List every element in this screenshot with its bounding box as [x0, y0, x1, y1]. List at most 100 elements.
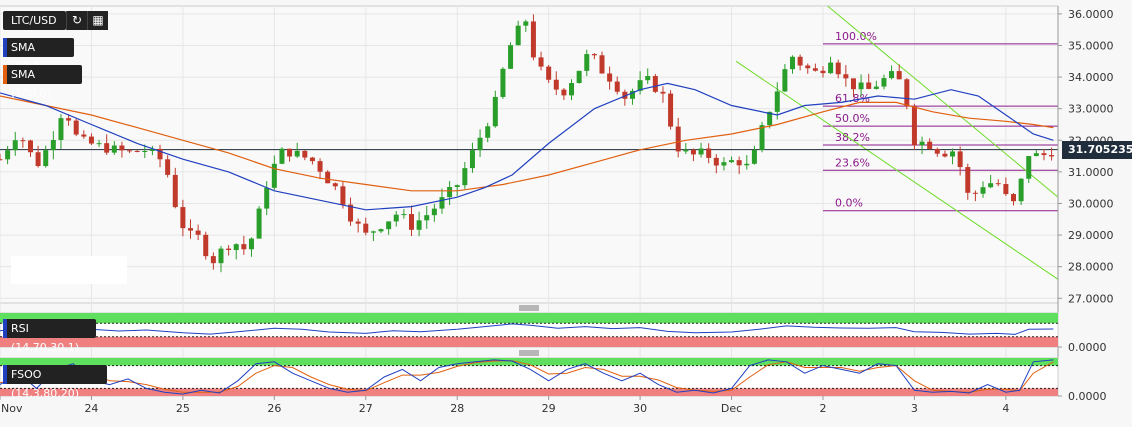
candle-up	[248, 238, 254, 250]
y-tick-label: 27.0000	[1068, 292, 1114, 305]
stoch-k-line	[0, 359, 1054, 395]
sma50-label[interactable]: SMA (50,0)	[3, 38, 74, 73]
y-tick-label: 34.0000	[1068, 71, 1114, 84]
x-tick-label: Dec	[721, 402, 742, 415]
candle-up	[1033, 153, 1039, 157]
candle-up	[858, 82, 864, 90]
x-tick-label: 29	[542, 402, 556, 415]
y-tick-label: 28.0000	[1068, 261, 1114, 274]
candle-down	[622, 91, 628, 99]
sma50-line	[0, 82, 1054, 211]
candle-up	[12, 140, 18, 151]
calculator-icon[interactable]: ▦	[87, 11, 108, 30]
candle-up	[5, 150, 11, 160]
candle-down	[911, 106, 917, 146]
fib-label: 100.0%	[835, 30, 877, 43]
x-tick-label: 2	[819, 402, 826, 415]
sma100-line	[0, 95, 1054, 192]
candle-up	[683, 149, 689, 152]
candle-down	[157, 148, 163, 160]
candle-up	[523, 21, 529, 26]
refresh-icon[interactable]: ↻	[66, 11, 87, 30]
candle-down	[904, 79, 910, 107]
candle-up	[454, 185, 460, 187]
candle-down	[302, 150, 308, 158]
candle-up	[370, 231, 376, 233]
candle-up	[759, 125, 765, 150]
candle-up	[508, 45, 514, 69]
x-tick-label: 24	[84, 402, 98, 415]
grip-icon[interactable]	[519, 350, 539, 356]
candle-down	[561, 89, 567, 96]
candle-down	[553, 79, 559, 90]
candle-up	[751, 149, 757, 164]
candle-up	[873, 86, 879, 89]
candle-up	[279, 148, 285, 164]
candle-down	[652, 76, 658, 92]
candle-down	[706, 148, 712, 158]
candle-down	[690, 149, 696, 155]
candle-down	[210, 256, 216, 264]
candle-down	[226, 248, 232, 250]
candle-down	[134, 150, 140, 152]
candle-down	[287, 148, 293, 157]
candle-down	[546, 66, 552, 80]
x-tick-label: 4	[1002, 402, 1009, 415]
candle-up	[1026, 156, 1032, 179]
candle-up	[881, 78, 887, 87]
candle-down	[66, 118, 72, 121]
y-tick-label: 31.0000	[1068, 166, 1114, 179]
candle-up	[294, 150, 300, 157]
candle-down	[0, 159, 3, 161]
candle-down	[599, 55, 605, 74]
candle-down	[104, 143, 110, 153]
sma100-label[interactable]: SMA (100,0)	[3, 65, 82, 100]
x-tick-label: 30	[633, 402, 647, 415]
x-tick-label: 26	[267, 402, 281, 415]
candle-up	[256, 208, 262, 239]
candle-down	[88, 136, 94, 144]
candle-down	[332, 183, 338, 187]
x-tick-label: 3	[911, 402, 918, 415]
candle-down	[530, 21, 536, 58]
candle-down	[942, 153, 948, 157]
candle-down	[172, 174, 178, 208]
candle-down	[927, 141, 933, 150]
candle-down	[180, 207, 186, 229]
x-tick-label: 25	[176, 402, 190, 415]
grip-icon[interactable]	[519, 305, 539, 311]
candle-down	[850, 78, 856, 90]
candle-down	[317, 161, 323, 172]
candle-down	[797, 56, 803, 66]
candle-up	[477, 137, 483, 151]
candle-down	[1041, 153, 1047, 156]
candle-up	[386, 221, 392, 230]
rsi-swatch	[3, 319, 7, 338]
candle-down	[73, 120, 79, 135]
symbol-label[interactable]: LTC/USD	[3, 11, 66, 30]
fsoo-label[interactable]: FSOO (14,3,80,20)	[3, 365, 107, 400]
candle-up	[698, 148, 704, 155]
channel-line	[827, 5, 1059, 198]
x-tick-label: 27	[359, 402, 373, 415]
fib-label: 0.0%	[835, 197, 863, 210]
fib-label: 50.0%	[835, 112, 870, 125]
candle-down	[812, 68, 818, 71]
candle-up	[637, 80, 643, 91]
candle-up	[469, 150, 475, 169]
candle-down	[835, 62, 841, 75]
candle-down	[843, 74, 849, 79]
rsi-label[interactable]: RSI (14,70,30,1)	[3, 319, 96, 354]
candle-down	[866, 82, 872, 89]
candle-down	[203, 234, 209, 257]
candle-down	[340, 186, 346, 205]
candle-up	[767, 111, 773, 126]
candle-down	[591, 54, 597, 56]
y-tick-label: 30.0000	[1068, 197, 1114, 210]
candle-up	[447, 186, 453, 198]
x-tick-label: Nov	[1, 402, 23, 415]
fsoo-swatch	[3, 365, 7, 384]
candle-up	[378, 229, 384, 232]
candle-down	[675, 126, 681, 152]
